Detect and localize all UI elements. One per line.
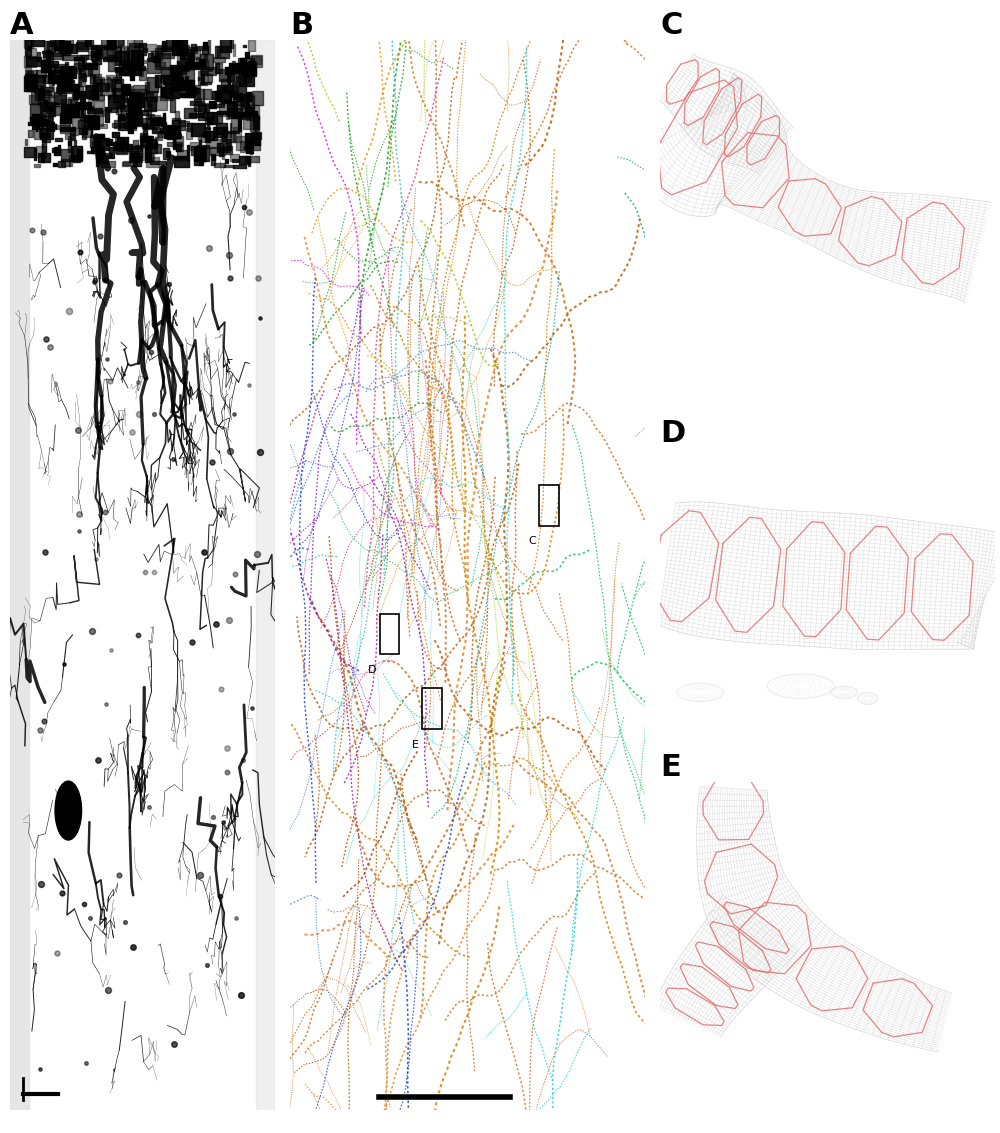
Text: B: B bbox=[290, 10, 313, 40]
Point bbox=[42, 338, 58, 356]
Point bbox=[141, 798, 157, 816]
Point bbox=[208, 615, 224, 633]
Point bbox=[146, 404, 162, 423]
Point bbox=[82, 909, 98, 927]
Point bbox=[131, 404, 147, 423]
Point bbox=[100, 981, 116, 999]
Point bbox=[143, 343, 159, 361]
Point bbox=[106, 162, 122, 180]
Point bbox=[233, 987, 249, 1005]
Point bbox=[222, 269, 238, 287]
Bar bbox=[380, 614, 399, 654]
Text: A: A bbox=[10, 10, 34, 40]
Bar bbox=[10, 40, 29, 1110]
Bar bbox=[256, 40, 275, 1110]
Point bbox=[204, 453, 220, 471]
Point bbox=[219, 739, 235, 757]
Bar bbox=[422, 689, 442, 730]
Text: D: D bbox=[368, 665, 376, 675]
Point bbox=[36, 712, 52, 730]
Point bbox=[90, 751, 106, 769]
Point bbox=[72, 244, 88, 262]
Point bbox=[102, 372, 118, 390]
Point bbox=[213, 680, 229, 698]
Point bbox=[88, 551, 104, 569]
Point bbox=[244, 699, 260, 717]
Point bbox=[130, 625, 146, 644]
Point bbox=[192, 866, 208, 884]
Point bbox=[228, 909, 244, 927]
Point bbox=[32, 1060, 48, 1079]
Point bbox=[212, 887, 228, 905]
Point bbox=[130, 373, 146, 391]
Text: D: D bbox=[660, 418, 685, 448]
Bar bbox=[539, 485, 559, 526]
Point bbox=[78, 1054, 94, 1072]
Point bbox=[33, 875, 49, 893]
Point bbox=[252, 309, 268, 327]
Point bbox=[250, 269, 266, 287]
Point bbox=[146, 563, 162, 581]
Point bbox=[252, 443, 268, 461]
Point bbox=[241, 376, 257, 394]
Point bbox=[97, 503, 113, 521]
Point bbox=[87, 271, 103, 289]
Point bbox=[137, 563, 153, 581]
Point bbox=[56, 655, 72, 673]
Point bbox=[222, 442, 238, 460]
Point bbox=[32, 721, 48, 739]
Point bbox=[70, 420, 86, 438]
Point bbox=[184, 633, 200, 651]
Point bbox=[215, 813, 231, 832]
Text: E: E bbox=[412, 740, 419, 750]
Point bbox=[92, 228, 108, 246]
Point bbox=[111, 866, 127, 884]
Point bbox=[226, 406, 242, 424]
Point bbox=[35, 223, 51, 241]
Point bbox=[196, 543, 212, 561]
Point bbox=[249, 545, 265, 563]
Point bbox=[76, 895, 92, 913]
Point bbox=[71, 522, 87, 540]
Point bbox=[227, 564, 243, 582]
Point bbox=[61, 303, 77, 321]
Point bbox=[161, 274, 177, 292]
Text: C: C bbox=[660, 10, 682, 40]
Point bbox=[141, 206, 157, 224]
Point bbox=[123, 211, 139, 229]
Point bbox=[117, 913, 133, 931]
Point bbox=[235, 751, 251, 769]
Point bbox=[49, 944, 65, 962]
Point bbox=[166, 1036, 182, 1054]
Point bbox=[241, 203, 257, 221]
Point bbox=[199, 956, 215, 974]
Point bbox=[86, 272, 102, 290]
Point bbox=[124, 423, 140, 441]
Point bbox=[205, 808, 221, 826]
Point bbox=[236, 198, 252, 216]
Point bbox=[24, 221, 40, 239]
Text: E: E bbox=[660, 752, 681, 782]
Point bbox=[98, 696, 114, 714]
Text: C: C bbox=[528, 536, 536, 546]
Point bbox=[37, 543, 53, 561]
Point bbox=[201, 239, 217, 257]
Point bbox=[84, 622, 100, 640]
Point bbox=[103, 640, 119, 658]
Point bbox=[125, 938, 141, 956]
Point bbox=[71, 504, 87, 522]
Point bbox=[219, 763, 235, 781]
Point bbox=[221, 611, 237, 629]
Point bbox=[221, 246, 237, 264]
Ellipse shape bbox=[55, 781, 82, 840]
Point bbox=[165, 450, 181, 468]
Point bbox=[38, 330, 54, 348]
Point bbox=[54, 884, 70, 902]
Point bbox=[99, 350, 115, 368]
